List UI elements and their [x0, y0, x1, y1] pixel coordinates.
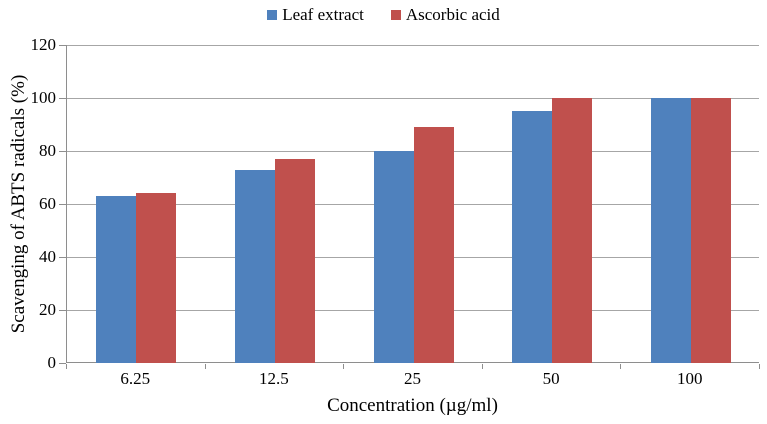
y-axis-tick-20	[59, 309, 66, 311]
x-axis-tick-2	[343, 364, 345, 369]
y-axis-tick-label-80: 80	[39, 141, 56, 160]
bar-leaf-extract-100	[650, 98, 691, 363]
plot-area	[66, 44, 759, 363]
bar-leaf-extract-25	[373, 151, 414, 363]
x-axis-tick-4	[620, 364, 622, 369]
y-axis-tick-label-0: 0	[47, 353, 57, 372]
bar-leaf-extract-50	[512, 111, 553, 363]
legend-swatch-leaf-extract	[267, 9, 278, 20]
bar-leaf-extract-12.5	[234, 169, 275, 363]
y-axis-tick-label-120: 120	[30, 35, 57, 54]
x-axis-category-label-6.25: 6.25	[120, 369, 151, 388]
bar-leaf-extract-6.25	[96, 196, 137, 363]
legend-label: Leaf extract	[282, 5, 364, 24]
bar-ascorbic-acid-100	[690, 98, 731, 363]
y-axis-tick-40	[59, 256, 66, 258]
bar-ascorbic-acid-50	[552, 98, 593, 363]
y-axis-tick-100	[59, 97, 66, 99]
bar-ascorbic-acid-6.25	[136, 193, 177, 363]
bar-ascorbic-acid-12.5	[274, 158, 315, 363]
legend-item-ascorbic-acid: Ascorbic acid	[390, 5, 500, 24]
x-axis-tick-3	[481, 364, 483, 369]
y-axis-tick-label-60: 60	[39, 194, 56, 213]
y-axis-tick-120	[59, 44, 66, 46]
chart-legend: Leaf extract Ascorbic acid	[0, 5, 767, 24]
x-axis-category-label-50: 50	[542, 369, 560, 388]
x-axis-tick-1	[204, 364, 206, 369]
y-axis-tick-label-40: 40	[39, 247, 56, 266]
y-axis-tick-80	[59, 150, 66, 152]
y-axis-tick-0	[59, 362, 66, 364]
x-axis-tick-5	[759, 364, 760, 369]
x-axis-tick-0	[66, 364, 67, 369]
y-axis-tick-60	[59, 203, 66, 205]
gridline-y-100	[67, 97, 759, 99]
x-axis-category-label-12.5: 12.5	[259, 369, 289, 388]
legend-item-leaf-extract: Leaf extract	[267, 5, 364, 24]
gridline-y-120	[67, 44, 759, 46]
x-axis-category-label-25: 25	[404, 369, 421, 388]
y-axis-tick-label-100: 100	[30, 88, 57, 107]
x-axis-category-label-100: 100	[676, 369, 703, 388]
x-axis-title: Concentration (µg/ml)	[327, 395, 498, 416]
legend-label: Ascorbic acid	[405, 5, 500, 24]
y-axis-tick-label-20: 20	[39, 300, 56, 319]
bar-ascorbic-acid-25	[413, 127, 454, 363]
legend-swatch-ascorbic-acid	[390, 9, 401, 20]
